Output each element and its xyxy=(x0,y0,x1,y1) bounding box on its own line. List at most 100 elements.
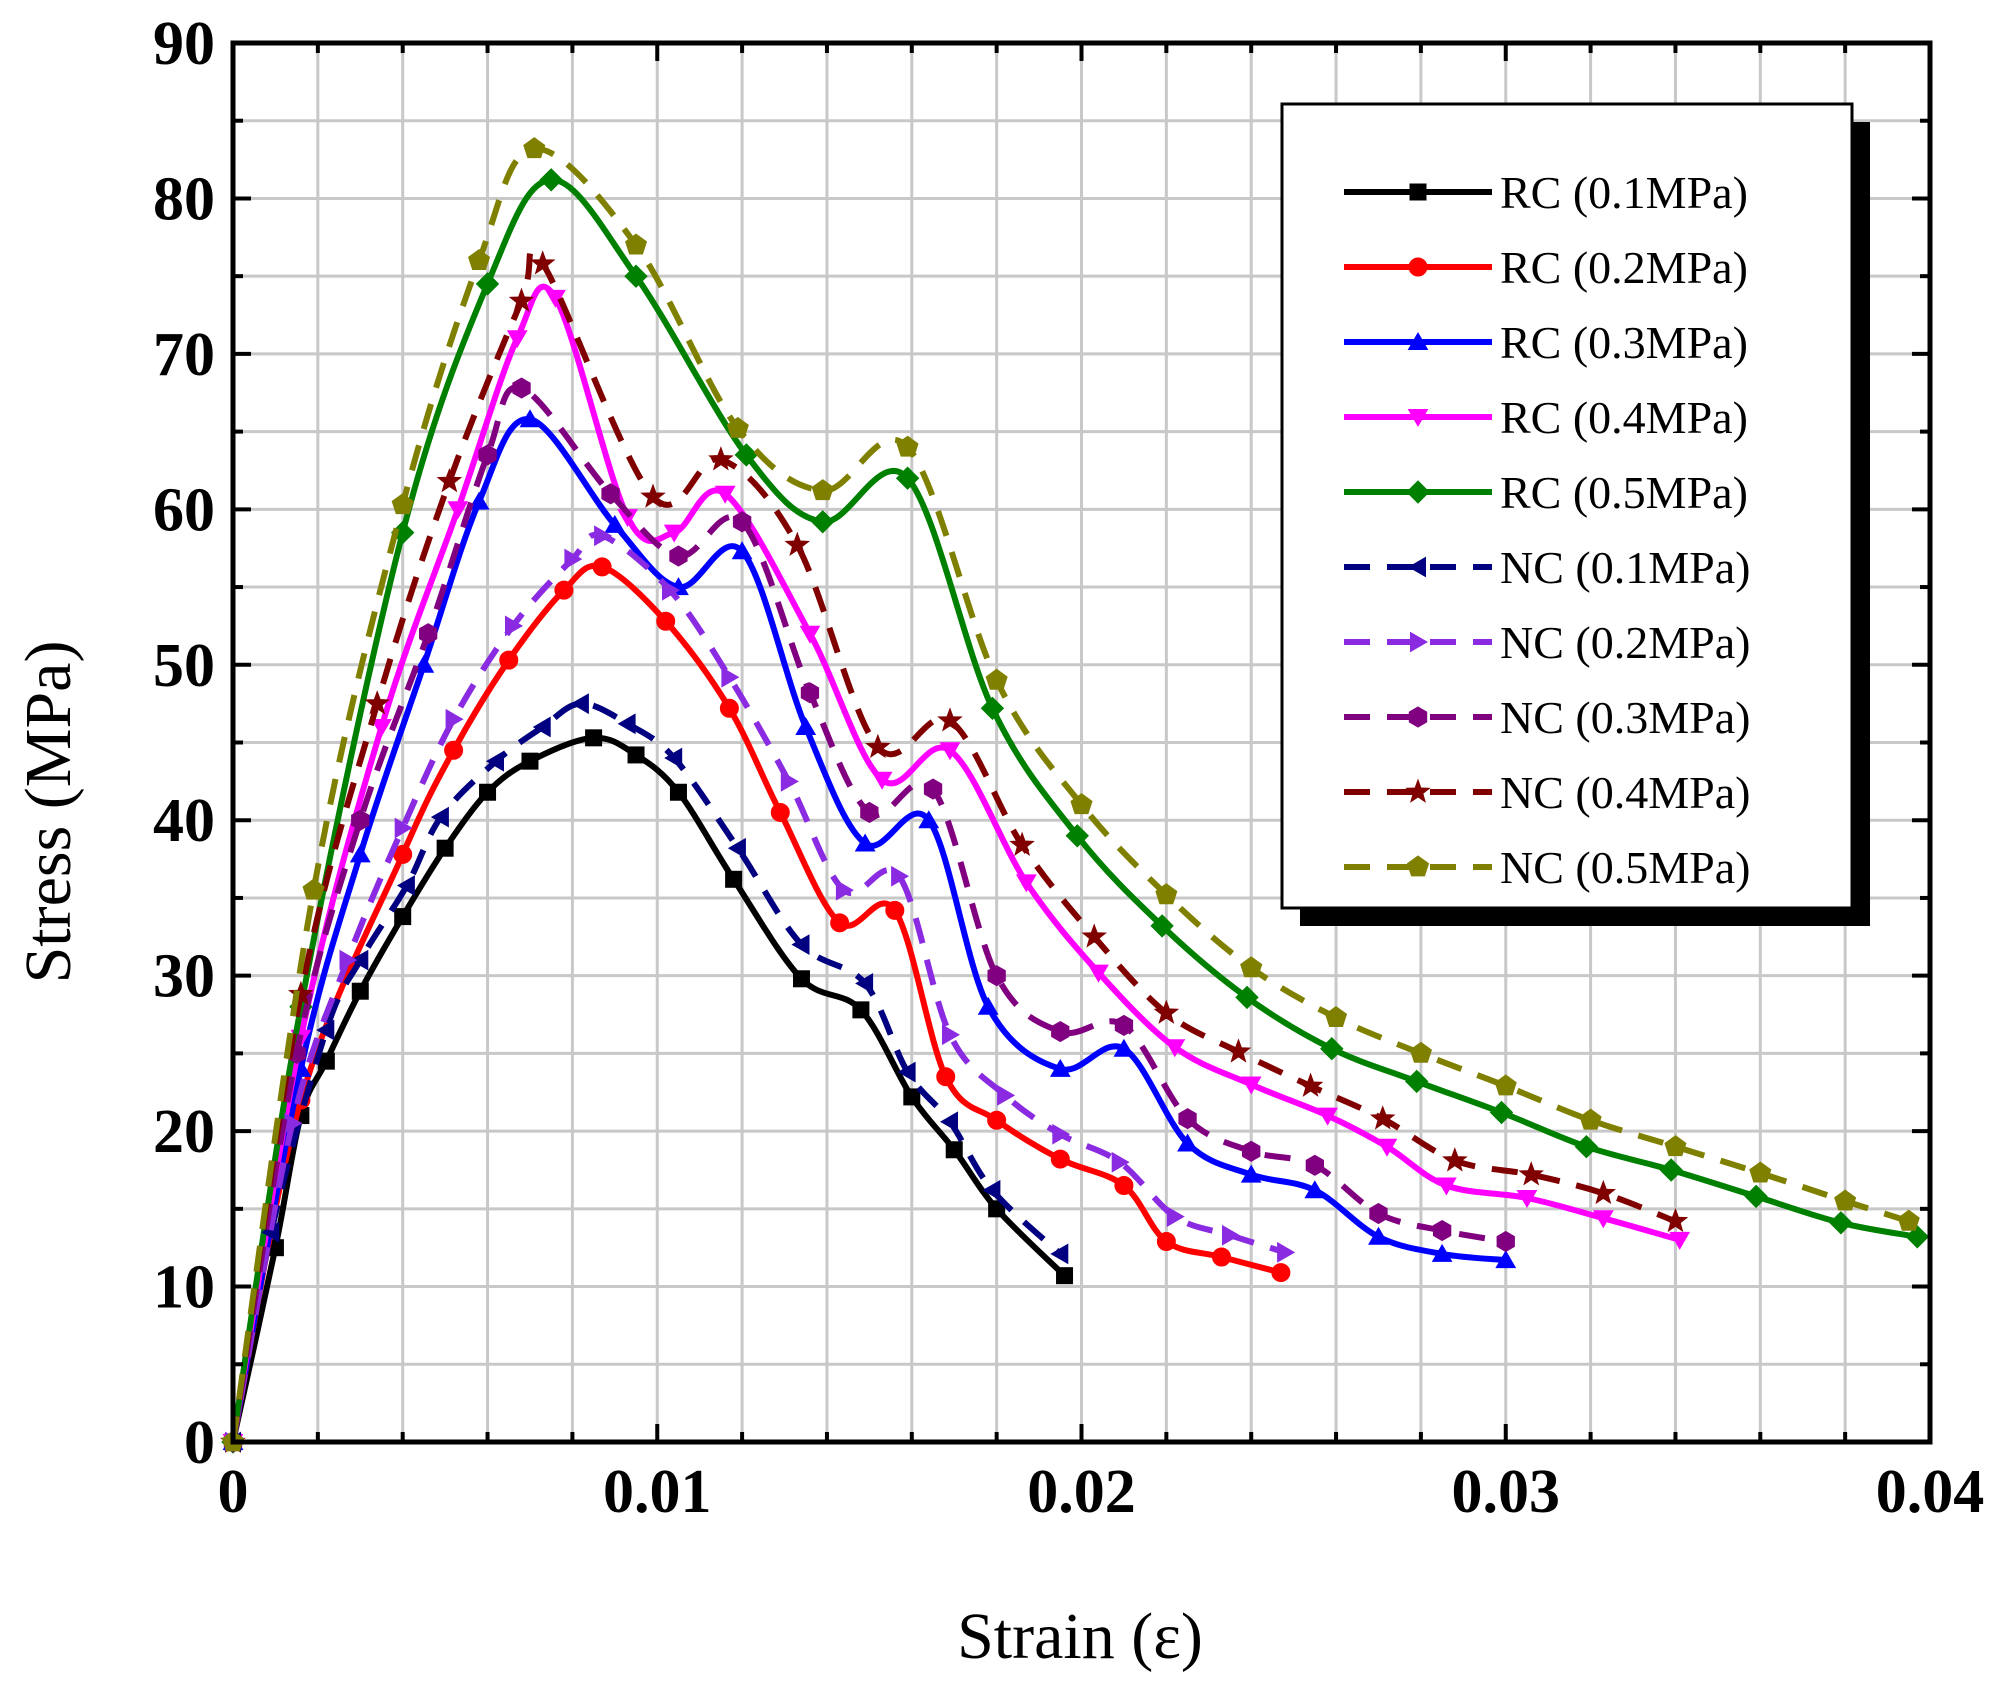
data-point xyxy=(1409,1041,1432,1063)
data-point xyxy=(896,435,919,457)
data-point xyxy=(350,949,369,971)
data-point xyxy=(479,783,497,801)
data-point xyxy=(394,908,412,926)
data-point xyxy=(1050,1149,1070,1169)
data-point xyxy=(945,1141,963,1159)
data-point xyxy=(980,696,1005,721)
data-point xyxy=(1156,1231,1176,1251)
data-point xyxy=(1222,1224,1240,1246)
series-line xyxy=(230,283,1681,1443)
data-point xyxy=(1431,1243,1453,1262)
data-point xyxy=(663,524,685,543)
data-point xyxy=(835,879,854,901)
data-point xyxy=(1368,1226,1389,1245)
data-point xyxy=(656,611,676,631)
data-point xyxy=(349,844,371,863)
data-point xyxy=(725,870,743,888)
data-point xyxy=(1590,1179,1617,1205)
data-point xyxy=(939,1111,958,1133)
data-point xyxy=(982,1179,1001,1201)
data-point xyxy=(734,443,759,467)
data-point xyxy=(770,802,790,822)
data-point xyxy=(506,330,528,349)
data-point xyxy=(625,233,648,255)
data-point xyxy=(468,248,491,270)
x-tick-label: 0.03 xyxy=(1452,1458,1561,1526)
data-point xyxy=(830,913,850,933)
data-point xyxy=(351,809,370,831)
data-point xyxy=(669,783,687,801)
legend-entry: RC (0.1MPa) xyxy=(1344,167,1748,218)
data-point xyxy=(732,511,752,533)
data-point xyxy=(1240,956,1263,978)
data-point xyxy=(430,806,449,828)
legend: RC (0.1MPa) RC (0.2MPa) RC (0.3MPa) RC (0.4… xyxy=(1280,102,1870,926)
data-point xyxy=(529,250,556,275)
legend-entry: RC (0.5MPa) xyxy=(1344,467,1748,518)
data-point xyxy=(937,707,963,732)
data-point xyxy=(1056,1267,1074,1285)
data-point xyxy=(1829,1211,1853,1235)
data-point xyxy=(604,514,626,533)
data-point xyxy=(564,548,583,570)
data-point xyxy=(1166,1206,1185,1227)
data-point xyxy=(371,719,392,738)
data-point xyxy=(895,466,920,490)
data-point xyxy=(1518,1161,1544,1186)
series-layer xyxy=(220,137,1930,1454)
data-point xyxy=(1114,1176,1134,1196)
data-point xyxy=(669,545,688,567)
data-point xyxy=(523,137,546,159)
data-point xyxy=(997,1084,1016,1106)
data-point xyxy=(942,1024,960,1046)
data-point xyxy=(1369,1202,1388,1225)
data-point xyxy=(316,1019,335,1041)
legend-entry: NC (0.4MPa) xyxy=(1344,767,1750,818)
data-point xyxy=(391,493,414,515)
data-point xyxy=(339,949,358,971)
data-point xyxy=(719,698,739,718)
legend-marker xyxy=(1405,778,1431,803)
data-point xyxy=(903,1088,921,1106)
data-point xyxy=(1212,1247,1232,1267)
data-point xyxy=(1305,1154,1324,1176)
data-point xyxy=(364,690,391,715)
data-point xyxy=(1164,1039,1186,1058)
data-point xyxy=(521,752,539,770)
series-line xyxy=(230,531,1287,1443)
data-point xyxy=(508,287,535,312)
data-point xyxy=(1404,1069,1429,1094)
data-point xyxy=(923,778,943,800)
data-point xyxy=(987,1110,1007,1130)
x-tick-label: 0 xyxy=(218,1458,249,1526)
data-point xyxy=(1150,914,1174,938)
data-point xyxy=(1433,1220,1452,1242)
data-point xyxy=(1574,1134,1599,1159)
data-point xyxy=(792,970,810,988)
data-point xyxy=(519,409,541,428)
data-point xyxy=(721,666,740,688)
legend-label: NC (0.2MPa) xyxy=(1500,617,1750,668)
plot-frame xyxy=(230,40,1933,1445)
legend-marker xyxy=(1406,855,1430,877)
data-point xyxy=(977,996,999,1015)
data-point xyxy=(1516,1190,1538,1208)
data-point xyxy=(1070,793,1093,815)
legend-entry: NC (0.1MPa) xyxy=(1344,542,1750,593)
data-point xyxy=(617,713,636,735)
data-point xyxy=(1277,1241,1296,1263)
data-point xyxy=(436,467,463,493)
data-point xyxy=(985,668,1008,690)
data-point xyxy=(784,531,811,556)
y-tick-label: 10 xyxy=(153,1254,215,1322)
data-point xyxy=(1897,1209,1920,1231)
data-point xyxy=(1050,1243,1069,1265)
data-point xyxy=(1049,1058,1071,1077)
data-point xyxy=(1240,1076,1262,1095)
data-point xyxy=(624,264,648,288)
data-point xyxy=(987,965,1006,987)
data-point xyxy=(811,479,834,501)
data-point xyxy=(708,446,734,471)
data-point xyxy=(1177,1133,1198,1152)
